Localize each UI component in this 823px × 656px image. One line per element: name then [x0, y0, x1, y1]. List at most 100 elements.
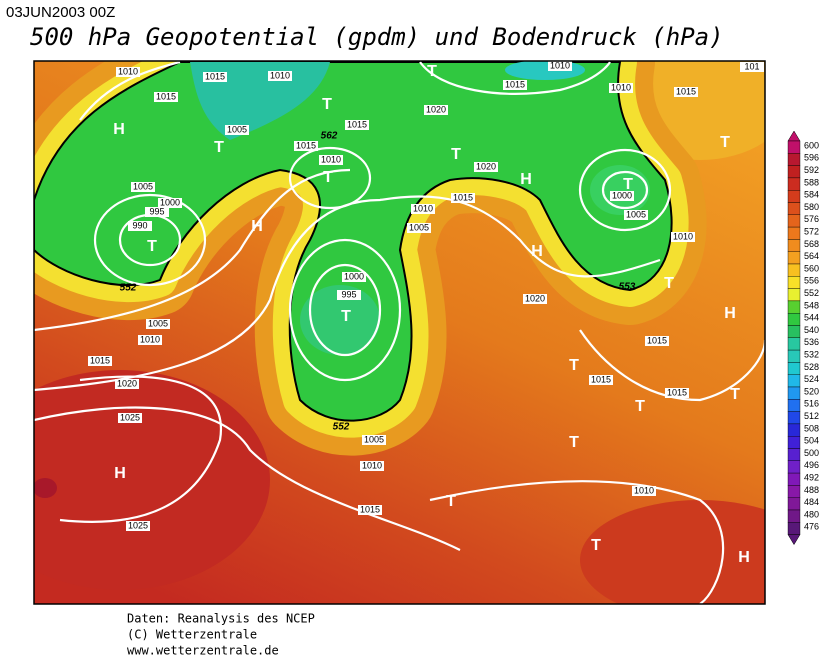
map: 1010 1015 1010 1015 1005 562 1015 1015 1010 1020 1… [34, 61, 765, 604]
pressure-center: T [720, 134, 730, 151]
colorbar-swatch [787, 460, 801, 474]
colorbar-tick-label: 508 [804, 423, 819, 433]
label-box [128, 221, 152, 231]
colorbar-swatch [787, 189, 801, 203]
pressure-center: T [147, 238, 157, 255]
colorbar-tick-label: 540 [804, 325, 819, 335]
colorbar-swatch [787, 263, 801, 277]
colorbar-tick-label: 572 [804, 226, 819, 236]
colorbar-tick-label: 476 [804, 522, 819, 532]
colorbar-swatch [787, 214, 801, 228]
pressure-center: T [730, 386, 740, 403]
pressure-center: H [114, 465, 126, 482]
isobar-label: 1010 [673, 231, 693, 241]
pressure-center: T [635, 398, 645, 415]
label-box [115, 379, 139, 389]
label-box [674, 87, 698, 97]
colorbar-tick-label: 496 [804, 460, 819, 470]
label-box [342, 272, 366, 282]
label-box [624, 210, 648, 220]
isobar-label: 1015 [347, 119, 367, 129]
pressure-center: T [664, 275, 674, 292]
isobar-label: 1025 [128, 520, 148, 530]
colorbar-tick-label: 588 [804, 177, 819, 187]
isobar-label: 1020 [426, 104, 446, 114]
colorbar-swatch [787, 153, 801, 166]
colorbar-swatch [787, 177, 801, 191]
label-box [665, 388, 689, 398]
pressure-center: H [251, 218, 263, 235]
colorbar-swatch [787, 423, 801, 437]
colorbar-swatch [787, 337, 801, 351]
pressure-center: T [569, 434, 579, 451]
contour-label: 552 [333, 422, 350, 433]
label-box [589, 375, 613, 385]
pressure-center: H [724, 305, 736, 322]
colorbar-swatch [787, 399, 801, 412]
label-box [358, 505, 382, 515]
colorbar-tick-label: 568 [804, 239, 819, 249]
isobar-label: 1015 [676, 86, 696, 96]
isobar-label: 1015 [90, 355, 110, 365]
colorbar-tick-label: 548 [804, 300, 819, 310]
colorbar-tick-label: 584 [804, 190, 819, 200]
isobar-label: 1015 [296, 140, 316, 150]
colorbar-swatch [787, 276, 801, 289]
title: 500 hPa Geopotential (gpdm) und Bodendru… [30, 23, 724, 51]
label-box [345, 120, 369, 130]
isobar-label: 1000 [160, 197, 180, 207]
isobar-label: 1000 [612, 190, 632, 200]
label-box [131, 182, 155, 192]
map-frame [33, 60, 766, 605]
label-box [609, 83, 633, 93]
isobar-label: 1015 [591, 374, 611, 384]
colorbar-swatch [787, 472, 801, 486]
colorbar-swatch [787, 485, 801, 498]
pressure-center: T [322, 96, 332, 113]
pressure-center: T [323, 169, 333, 186]
pressure-center: H [113, 121, 125, 138]
label-box [645, 336, 669, 346]
colorbar-swatch [787, 165, 801, 179]
isobar-label: 1010 [413, 203, 433, 213]
isobar-label: 1000 [344, 271, 364, 281]
colorbar-tick-label: 512 [804, 411, 819, 421]
contour-label: 562 [321, 131, 338, 142]
isobar-label: 1010 [270, 70, 290, 80]
isobar-label: 1020 [117, 378, 137, 388]
label-box [548, 61, 572, 71]
footer-line: (C) Wetterzentrale [127, 628, 257, 642]
colorbar-tick-label: 536 [804, 337, 819, 347]
colorbar-tick-label: 552 [804, 288, 819, 298]
pressure-center: H [520, 171, 532, 188]
label-box [158, 198, 182, 208]
colorbar-tick-label: 492 [804, 472, 819, 482]
isobar-label: 1010 [611, 82, 631, 92]
isobar-label: 1010 [321, 154, 341, 164]
label-box [145, 207, 169, 217]
colorbar-tick-label: 488 [804, 485, 819, 495]
label-box [407, 223, 431, 233]
isobar-label: 995 [149, 206, 164, 216]
colorbar-tick-label: 600 [804, 140, 819, 150]
colorbar-tick-label: 528 [804, 362, 819, 372]
label-box [671, 232, 695, 242]
isobar-label: 1015 [647, 335, 667, 345]
colorbar-swatch [787, 251, 801, 265]
pressure-center: H [738, 549, 750, 566]
label-box [88, 356, 112, 366]
colorbar-swatch [787, 436, 801, 449]
isobar-label: 1015 [360, 504, 380, 514]
colorbar-tick-label: 520 [804, 386, 819, 396]
footer-line: www.wetterzentrale.de [127, 644, 279, 656]
isobar-label: 1015 [205, 71, 225, 81]
label-box [337, 290, 361, 300]
colorbar-tick-label: 504 [804, 436, 819, 446]
colorbar-arrow [787, 534, 801, 546]
label-box [362, 435, 386, 445]
colorbar-swatch [787, 386, 801, 400]
label-box [474, 162, 498, 172]
label-box [523, 294, 547, 304]
isobar-label: 1010 [634, 485, 654, 495]
isobar-label: 1005 [148, 318, 168, 328]
